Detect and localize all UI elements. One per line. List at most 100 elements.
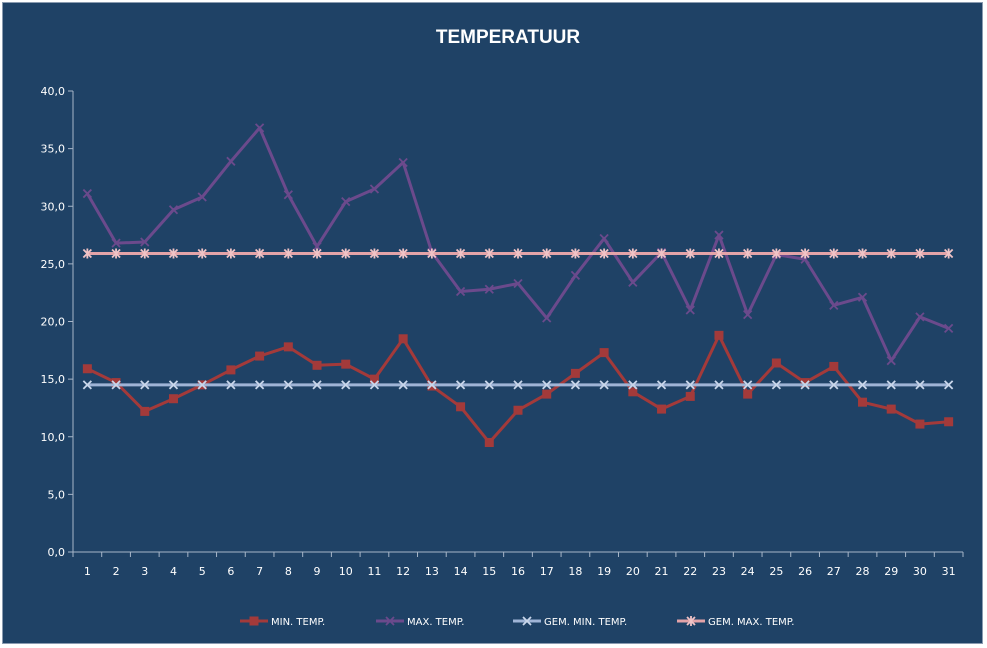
square-marker: [484, 438, 494, 448]
x-marker-stroke: [283, 190, 293, 200]
x-tick-label: 13: [425, 565, 439, 578]
data-point: [743, 380, 753, 390]
data-point: [714, 380, 724, 390]
data-point: [915, 312, 925, 322]
series-0: [82, 330, 954, 448]
legend-swatch-marker: [385, 616, 395, 626]
data-point: [255, 351, 265, 361]
square-marker: [714, 330, 724, 340]
data-point: [369, 184, 380, 194]
square-marker: [168, 394, 178, 404]
data-point: [599, 348, 609, 358]
data-point: [254, 248, 265, 259]
chart-title: TEMPERATUUR: [436, 27, 581, 48]
square-marker: [255, 351, 265, 361]
x-marker-stroke: [714, 380, 724, 390]
data-point: [140, 406, 150, 416]
x-marker-stroke: [82, 188, 92, 199]
data-point: [570, 248, 581, 259]
x-marker-stroke: [857, 380, 868, 390]
data-point: [312, 360, 322, 370]
data-point: [341, 359, 351, 369]
series-2: [82, 380, 954, 390]
x-marker-stroke: [656, 380, 667, 390]
data-point: [341, 197, 351, 207]
x-marker-stroke: [685, 380, 695, 390]
square-marker: [915, 419, 925, 429]
x-marker-stroke: [226, 156, 236, 166]
x-tick-label: 19: [597, 565, 611, 578]
series-3: [82, 248, 954, 259]
square-marker: [111, 378, 121, 388]
data-point: [714, 330, 724, 340]
data-point: [283, 380, 293, 390]
x-tick-label: 30: [913, 565, 927, 578]
legend-label: MAX. TEMP.: [407, 617, 464, 628]
square-marker: [398, 334, 408, 344]
legend-swatch-marker: [686, 616, 696, 626]
x-marker-stroke: [714, 230, 724, 240]
x-marker-stroke: [829, 300, 839, 311]
data-point: [254, 123, 265, 133]
square-marker: [456, 402, 466, 412]
legend-item-3: GEM. MAX. TEMP.: [677, 616, 794, 628]
data-point: [542, 389, 552, 399]
series-line: [86, 333, 949, 445]
square-marker: [249, 616, 259, 626]
data-point: [886, 380, 896, 390]
data-point: [657, 404, 667, 414]
data-point: [542, 313, 552, 323]
legend-item-2: GEM. MIN. TEMP.: [513, 616, 627, 628]
data-point: [369, 380, 380, 390]
data-point: [628, 380, 638, 390]
x-marker-stroke: [369, 380, 380, 390]
legend-label: MIN. TEMP.: [271, 617, 325, 628]
y-tick-label: 30,0: [41, 200, 66, 213]
legend-label: GEM. MIN. TEMP.: [544, 617, 627, 628]
data-point: [944, 323, 954, 334]
x-marker-stroke: [111, 380, 121, 390]
square-marker: [341, 359, 351, 369]
data-point: [915, 380, 925, 390]
series-1: [82, 123, 954, 366]
x-marker-stroke: [915, 380, 925, 390]
data-point: [886, 404, 896, 414]
data-point: [197, 192, 207, 202]
data-point: [944, 248, 954, 259]
square-marker: [82, 364, 92, 374]
y-tick-label: 25,0: [41, 258, 66, 271]
x-tick-label: 6: [227, 565, 234, 578]
data-point: [82, 188, 92, 199]
x-marker-stroke: [140, 237, 150, 247]
legend-item-1: MAX. TEMP.: [376, 616, 464, 628]
x-marker-stroke: [385, 616, 395, 626]
x-marker-stroke: [312, 241, 322, 252]
x-tick-label: 24: [741, 565, 755, 578]
data-point: [857, 292, 868, 302]
x-marker-stroke: [542, 380, 552, 390]
square-marker: [886, 404, 896, 414]
x-marker-stroke: [944, 380, 954, 390]
data-point: [197, 248, 207, 259]
x-marker-stroke: [513, 278, 523, 289]
data-point: [513, 405, 523, 415]
x-marker-stroke: [254, 123, 265, 133]
x-tick-label: 4: [170, 565, 177, 578]
square-marker: [628, 387, 638, 397]
x-marker-stroke: [484, 380, 494, 390]
data-point: [944, 417, 954, 427]
data-point: [685, 305, 695, 315]
square-marker: [657, 404, 667, 414]
data-point: [398, 157, 408, 168]
x-tick-label: 25: [769, 565, 783, 578]
data-point: [685, 380, 695, 390]
data-point: [484, 380, 494, 390]
x-marker-stroke: [197, 192, 207, 202]
data-point: [628, 277, 638, 287]
axes: 0,05,010,015,020,025,030,035,040,01 2 3 4 5 6…: [41, 85, 964, 578]
data-point: [800, 378, 810, 388]
data-point: [111, 378, 121, 388]
data-point: [312, 241, 322, 252]
x-marker-stroke: [800, 380, 810, 390]
